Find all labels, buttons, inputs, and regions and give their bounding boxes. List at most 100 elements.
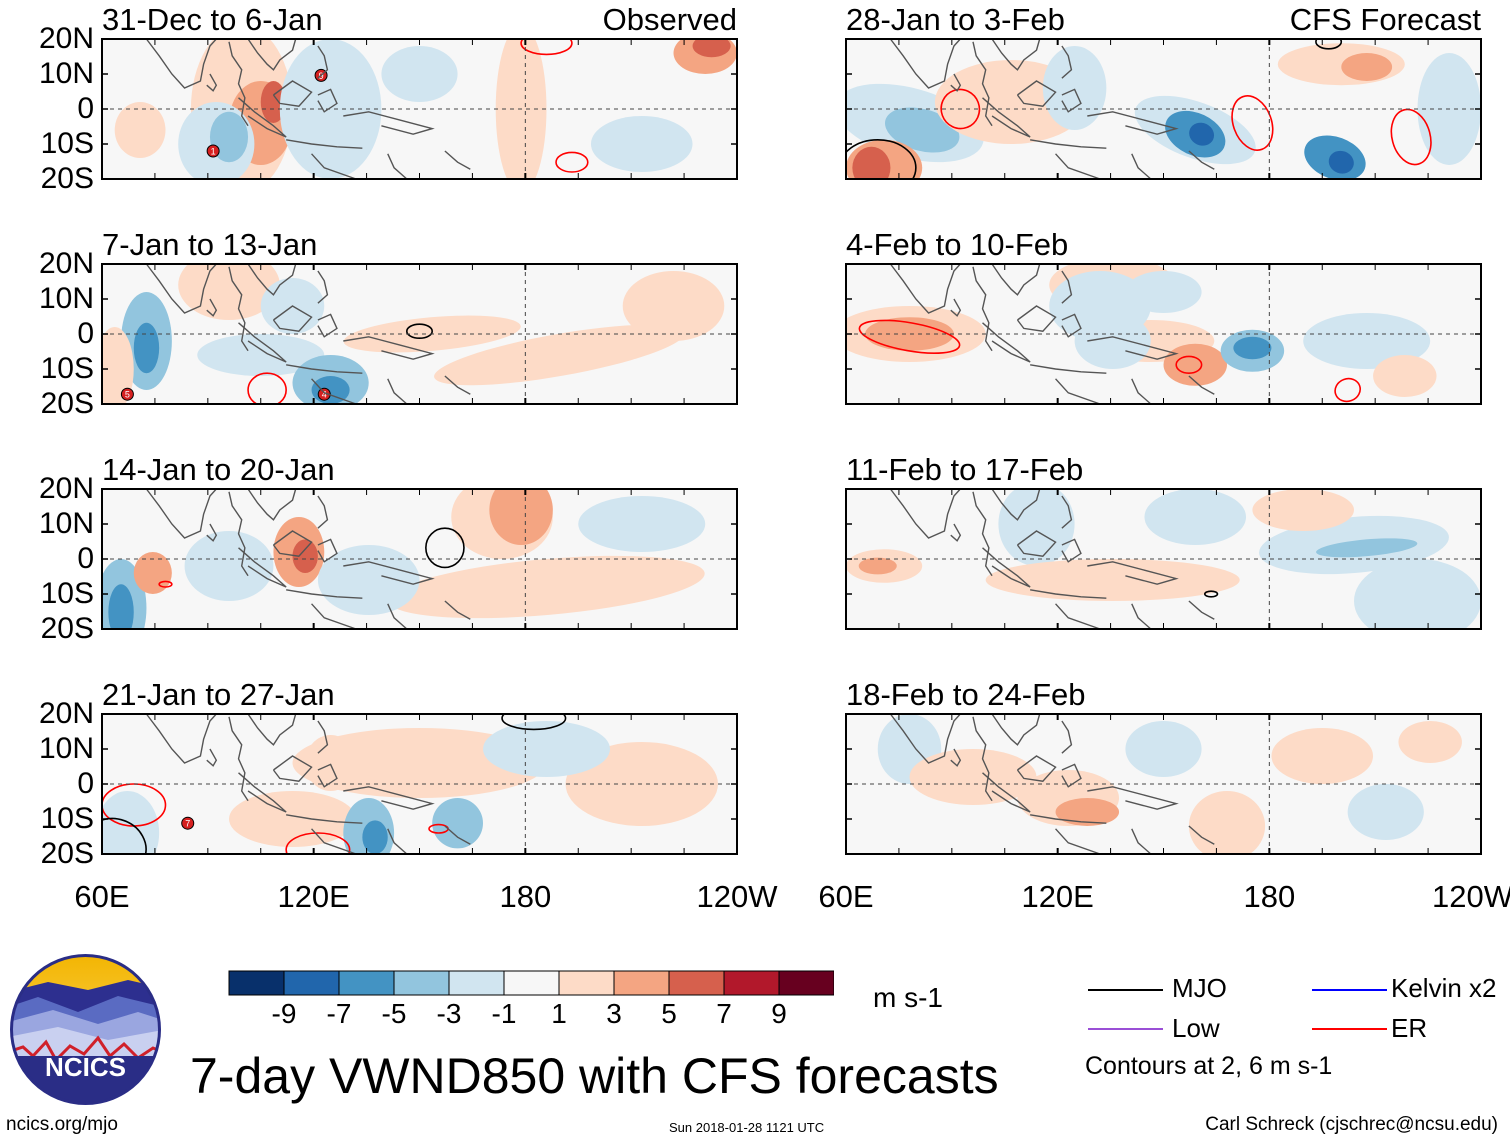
lat-label: 10S bbox=[40, 577, 94, 610]
coastline bbox=[343, 561, 435, 585]
mjo-contour bbox=[405, 323, 433, 339]
coastline bbox=[1055, 153, 1101, 180]
anomaly-shading bbox=[489, 488, 553, 545]
anomaly-shading bbox=[858, 557, 897, 575]
colorbar-tick-label: 1 bbox=[551, 998, 567, 1029]
coastline bbox=[311, 153, 357, 180]
colorbar-tick-label: 3 bbox=[606, 998, 622, 1029]
coastline bbox=[1061, 45, 1073, 79]
coastline bbox=[228, 716, 249, 802]
coastline bbox=[286, 139, 363, 149]
coastline bbox=[889, 713, 961, 764]
legend-er-label: ER bbox=[1391, 1013, 1428, 1043]
anomaly-shading bbox=[101, 327, 134, 405]
lat-label: 20N bbox=[38, 697, 94, 730]
anomaly-shading bbox=[622, 271, 725, 341]
anomaly-shading bbox=[1328, 150, 1354, 174]
mjo-contour bbox=[501, 713, 567, 731]
coastline bbox=[1016, 80, 1057, 107]
map-frame bbox=[101, 713, 738, 855]
figure-title: 7-day VWND850 with CFS forecasts bbox=[190, 1048, 999, 1104]
coastline bbox=[1131, 153, 1152, 180]
storm-marker: 5 bbox=[120, 387, 134, 401]
map-frame bbox=[101, 488, 738, 630]
anomaly-shading bbox=[998, 488, 1075, 566]
anomaly-shading bbox=[133, 322, 160, 374]
coastline bbox=[272, 755, 313, 782]
coastline bbox=[889, 38, 961, 89]
map-frame bbox=[845, 488, 1482, 630]
coastline bbox=[950, 298, 962, 317]
colorbar-swatch bbox=[228, 970, 285, 996]
mjo-contour bbox=[101, 817, 147, 855]
coastline bbox=[950, 523, 962, 542]
lat-label: 10S bbox=[40, 352, 94, 385]
contour-note: Contours at 2, 6 m s-1 bbox=[1085, 1052, 1333, 1080]
coastline bbox=[317, 45, 329, 79]
coastline bbox=[317, 538, 338, 563]
anomaly-map bbox=[845, 713, 1482, 855]
anomaly-shading bbox=[279, 39, 382, 179]
anomaly-shading bbox=[184, 531, 274, 601]
coastline bbox=[272, 305, 313, 332]
lat-label: 20S bbox=[40, 612, 94, 645]
mjo-contour bbox=[1203, 590, 1219, 598]
anomaly-shading bbox=[432, 798, 483, 849]
coastline bbox=[343, 111, 435, 135]
coastline bbox=[1016, 755, 1057, 782]
anomaly-shading bbox=[1233, 336, 1272, 360]
lon-label: 180 bbox=[1243, 879, 1296, 914]
coastline bbox=[889, 263, 961, 314]
anomaly-shading bbox=[1303, 313, 1431, 369]
coastline bbox=[145, 263, 217, 314]
coastline bbox=[311, 603, 357, 630]
anomaly-shading bbox=[865, 317, 954, 351]
coastline bbox=[247, 713, 297, 746]
anomaly-shading bbox=[362, 820, 388, 854]
coastline bbox=[972, 266, 993, 352]
coastline bbox=[1131, 828, 1152, 855]
coastline bbox=[286, 589, 363, 599]
coastline bbox=[311, 378, 357, 405]
colorbar-tick-label: 7 bbox=[716, 998, 732, 1029]
coastline bbox=[317, 270, 329, 304]
coastline bbox=[1061, 763, 1082, 788]
lat-label: 20S bbox=[40, 387, 94, 420]
colorbar bbox=[228, 970, 834, 996]
coastline bbox=[145, 488, 217, 539]
anomaly-shading bbox=[1373, 355, 1437, 397]
anomaly-shading bbox=[985, 559, 1240, 601]
colorbar-tick-label: 9 bbox=[771, 998, 787, 1029]
colorbar-tick-label: -9 bbox=[271, 998, 297, 1029]
coastline bbox=[206, 523, 218, 542]
coastline bbox=[444, 825, 471, 845]
coastline bbox=[950, 748, 962, 767]
coastline bbox=[972, 491, 993, 577]
er-contour bbox=[285, 832, 351, 855]
anomaly-shading bbox=[1049, 271, 1151, 341]
anomaly-map bbox=[101, 488, 738, 630]
anomaly-shading bbox=[133, 552, 172, 594]
coastline bbox=[1030, 814, 1107, 824]
legend-kelvin-line bbox=[1312, 989, 1387, 991]
coastline bbox=[228, 491, 249, 577]
mjo-contour bbox=[1315, 38, 1343, 50]
panel-title: 14-Jan to 20-Jan bbox=[102, 452, 335, 487]
coastline bbox=[444, 600, 471, 620]
anomaly-shading bbox=[1125, 721, 1202, 777]
coastline bbox=[317, 720, 329, 754]
storm-marker: 7 bbox=[181, 816, 195, 830]
footer-url-link[interactable]: ncics.org/mjo bbox=[6, 1114, 118, 1135]
coastline bbox=[272, 530, 313, 557]
er-contour bbox=[858, 319, 961, 354]
anomaly-shading bbox=[1347, 784, 1424, 840]
er-contour bbox=[1390, 108, 1432, 166]
coastline bbox=[343, 336, 435, 360]
panel-title: 18-Feb to 24-Feb bbox=[846, 677, 1086, 712]
anomaly-shading bbox=[381, 46, 458, 102]
panel-tag: Observed bbox=[602, 2, 737, 37]
coastline bbox=[1055, 828, 1101, 855]
coastline bbox=[317, 313, 338, 338]
er-contour bbox=[247, 372, 287, 405]
